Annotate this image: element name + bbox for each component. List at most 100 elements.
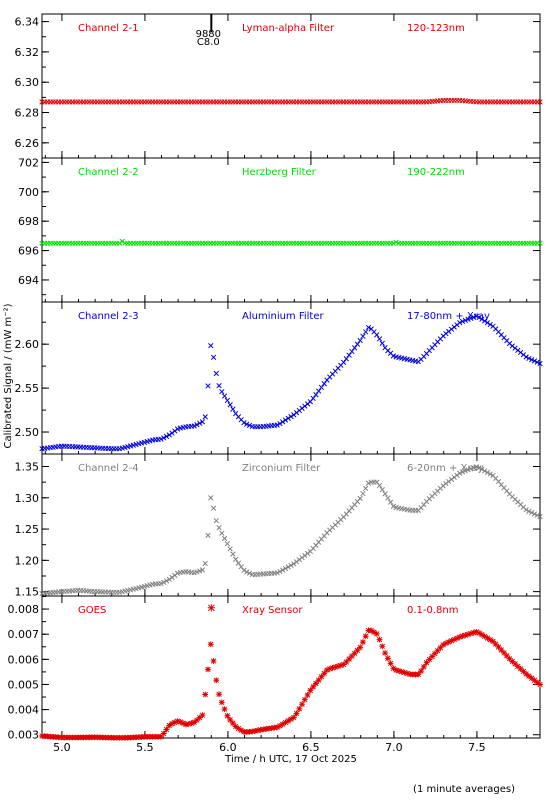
panel-5-data-point [398, 668, 405, 675]
panel-5-ytick-label: 0.004 [8, 704, 40, 717]
panel-5-data-point [526, 673, 532, 679]
panel-5-data-point [238, 727, 245, 734]
panel-5-data-point [357, 644, 364, 651]
panel-5-data-point [448, 637, 455, 644]
panel-5-data-point [169, 720, 175, 727]
panel-5-data-point [340, 661, 347, 668]
panel-5-ytick-label: 0.006 [8, 653, 40, 666]
panel-3-data-point [343, 356, 349, 362]
panel-5-data-point [423, 659, 430, 666]
panel-1-ytick-label: 6.34 [15, 16, 40, 29]
panel-4-data-point [224, 541, 231, 547]
panel-4-data-point [158, 580, 164, 587]
panel-3-data-point [526, 355, 532, 362]
panel-5-data-point [310, 683, 317, 690]
panel-3-data-point [354, 341, 361, 347]
panel-5-data-point [199, 712, 206, 719]
panel-5-data-point [501, 649, 507, 656]
panel-5-data-point [459, 633, 466, 639]
panel-3-points [39, 313, 543, 452]
panel-4-data-point [363, 485, 369, 492]
panel-3-data-point [274, 422, 280, 428]
panel-5-data-point [329, 664, 336, 671]
panel-4-data-point [360, 490, 366, 497]
panel-1-frame [41, 13, 541, 159]
panel-4-data-point [277, 568, 283, 575]
panel-4-data-point [282, 565, 289, 572]
panel-5-data-point [224, 712, 231, 719]
panel-5-data-point [454, 635, 460, 642]
panel-5-data-point [307, 687, 314, 694]
panel-4-data-point [487, 471, 493, 477]
panel-5-data-point [465, 631, 471, 638]
panel-3-data-point [457, 319, 463, 326]
panel-5-ytick-label: 0.003 [8, 729, 40, 742]
panel-3-filter-label: Aluminium Filter [242, 311, 325, 322]
panel-3-data-point [227, 402, 233, 408]
panel-5-data-point [445, 639, 452, 645]
panel-4-data-point [194, 569, 200, 575]
panel-3-data-point [363, 329, 369, 335]
panel-4-data-point [202, 560, 208, 567]
panel-5-filter-label: Xray Sensor [242, 605, 303, 616]
panel-4-data-point [357, 495, 363, 502]
panel-1-ytick-label: 6.28 [15, 107, 40, 120]
panel-5-data-point [368, 627, 375, 634]
panel-3-data-point [459, 318, 466, 325]
panel-5-data-point [304, 692, 311, 698]
panel-4-data-point [241, 567, 247, 573]
panel-5-data-point [401, 669, 408, 676]
panel-3-data-point [537, 360, 543, 367]
panel-5-data-point [252, 728, 258, 734]
panel-5-data-point [188, 720, 195, 727]
panel-4-ytick-label: 1.15 [15, 586, 40, 599]
panel-1-channel-label: Channel 2-1 [78, 23, 139, 34]
xtick-label: 7.5 [468, 741, 486, 754]
panel-4-data-point [161, 579, 167, 585]
panel-3-data-point [340, 359, 347, 365]
panel-3-data-point [224, 397, 231, 404]
panel-5-data-point [481, 633, 488, 640]
panel-5-data-point [376, 636, 383, 643]
panel-5-data-point [174, 718, 181, 725]
panel-5-data-point [180, 720, 186, 727]
panel-4-data-point [468, 466, 474, 472]
panel-3-data-point [246, 422, 253, 429]
panel-5-data-point [354, 647, 361, 654]
panel-4-ytick-label: 1.20 [15, 554, 40, 567]
panel-3-data-point [313, 392, 319, 398]
panel-5-data-point [379, 643, 386, 650]
panel-4-data-point [246, 570, 253, 576]
panel-3-data-point [365, 324, 372, 331]
panel-3-ytick-label: 2.50 [15, 426, 40, 439]
panel-5-data-point [230, 720, 236, 727]
panel-3-data-point [479, 316, 485, 322]
panel-3-data-point [202, 414, 208, 420]
panel-4-data-point [291, 561, 297, 567]
panel-5-channel-label: GOES [78, 605, 106, 616]
panel-3-data-point [351, 345, 358, 351]
panel-3-data-point [288, 413, 294, 420]
panel-4-data-point [459, 469, 466, 475]
panel-3-data-point [376, 336, 383, 342]
panel-4-data-point [479, 466, 485, 472]
panel-5-data-point [495, 644, 502, 650]
panel-5-data-point [420, 663, 427, 670]
panel-4-data-point [523, 507, 529, 513]
panel-5-data-point [431, 650, 438, 657]
panel-4-data-point [476, 465, 482, 471]
panel-4-data-point [382, 491, 388, 497]
panel-5-data-point [503, 652, 510, 659]
panel-3-ytick-label: 2.55 [15, 382, 40, 395]
panel-3-data-point [360, 333, 366, 339]
panel-5-data-point [313, 680, 319, 687]
panel-5-data-point [158, 733, 164, 740]
panel-5-data-point [232, 723, 239, 730]
panel-5-data-point [166, 722, 173, 729]
panel-5-data-point [393, 667, 400, 673]
panel-3-data-point [310, 395, 316, 402]
panel-3-data-point [208, 342, 214, 349]
panel-2-data-point [116, 240, 123, 246]
panel-5-data-point [490, 638, 496, 645]
xtick-label: 6.0 [219, 741, 237, 754]
